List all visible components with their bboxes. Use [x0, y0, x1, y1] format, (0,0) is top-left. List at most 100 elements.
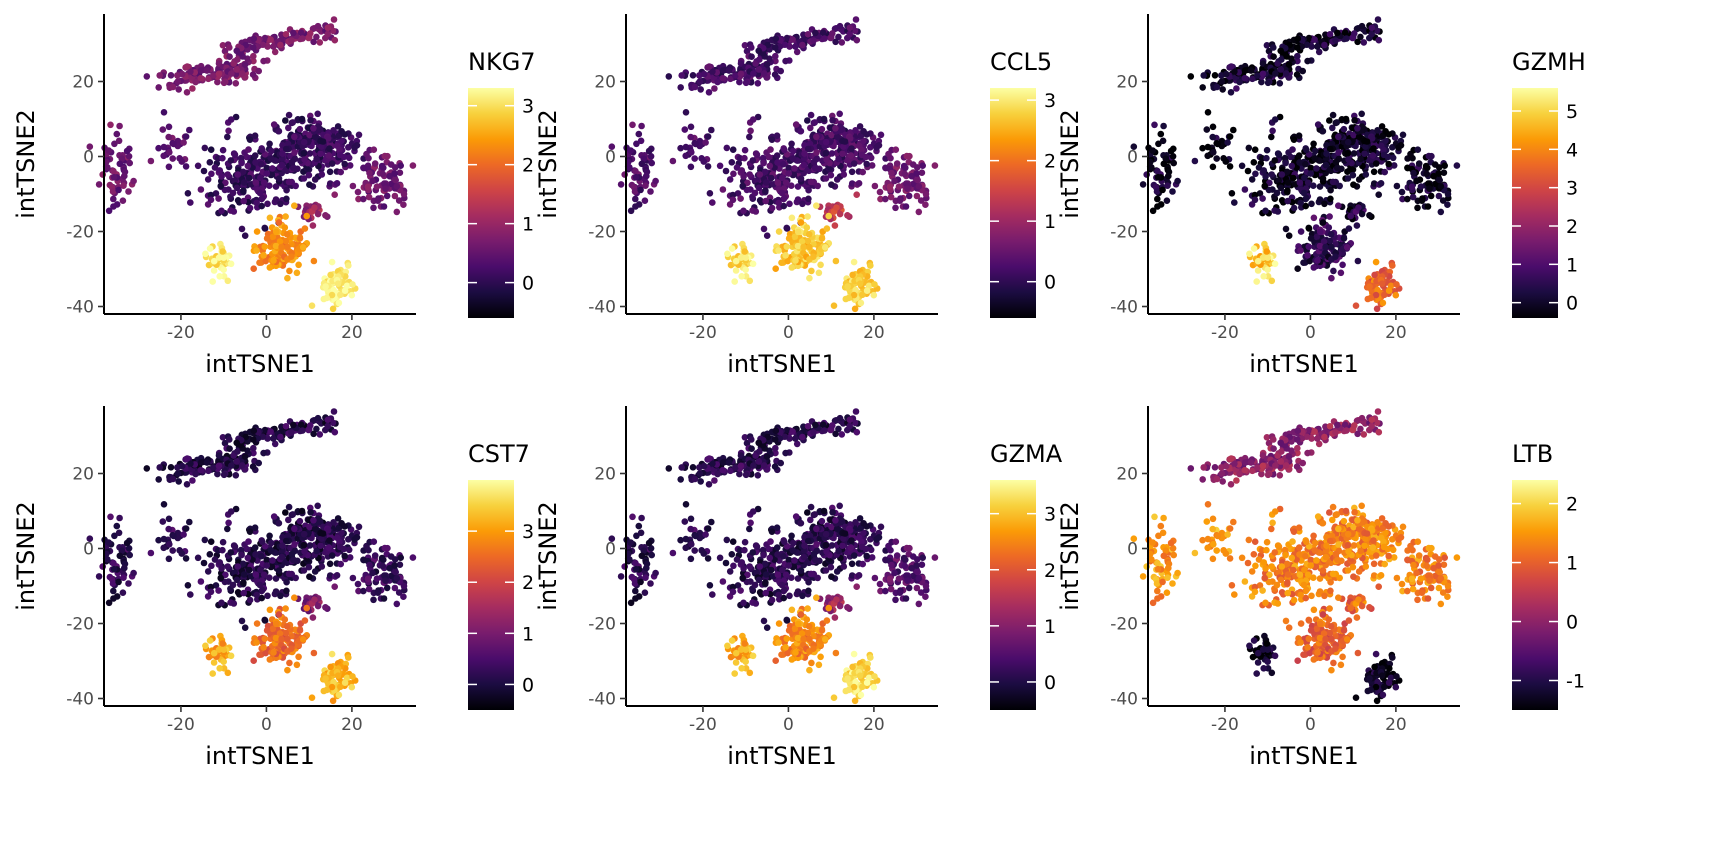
data-point	[180, 139, 187, 146]
data-point	[306, 131, 313, 139]
data-point	[719, 67, 727, 74]
data-point	[1397, 142, 1405, 149]
data-point	[1250, 159, 1258, 166]
data-point	[219, 538, 227, 546]
data-point	[845, 294, 853, 302]
y-tick-label: -40	[66, 690, 94, 710]
data-point	[1277, 47, 1284, 55]
data-point	[1228, 190, 1236, 197]
data-point	[334, 672, 342, 679]
data-point	[742, 79, 750, 87]
data-point	[1372, 291, 1380, 299]
data-point	[288, 158, 296, 166]
scatter-points	[608, 408, 939, 705]
data-point	[234, 589, 242, 596]
data-point	[291, 202, 298, 209]
data-point	[314, 22, 322, 30]
data-point	[1199, 144, 1206, 152]
data-point	[156, 464, 163, 471]
data-point	[217, 574, 224, 582]
data-point	[86, 535, 94, 542]
data-point	[896, 197, 904, 204]
y-tick-label: 20	[594, 73, 616, 93]
data-point	[165, 525, 172, 533]
data-point	[756, 197, 764, 204]
data-point	[1282, 70, 1290, 77]
data-point	[822, 149, 830, 157]
data-point	[805, 231, 813, 238]
data-point	[726, 176, 734, 183]
data-point	[234, 56, 241, 63]
data-point	[1305, 225, 1313, 232]
data-point	[227, 652, 235, 660]
data-point	[313, 425, 320, 433]
data-point	[119, 589, 127, 596]
data-point	[782, 252, 789, 259]
data-point	[400, 593, 407, 600]
data-point	[1159, 186, 1166, 194]
data-point	[1404, 164, 1411, 172]
data-point	[678, 464, 685, 471]
data-point	[284, 532, 292, 540]
data-point	[1226, 133, 1234, 140]
data-point	[110, 559, 117, 567]
data-point	[317, 542, 324, 549]
data-point	[224, 133, 231, 141]
data-point	[1227, 89, 1235, 96]
data-point	[288, 645, 295, 652]
data-point	[306, 150, 314, 157]
data-point	[631, 188, 639, 195]
data-point	[262, 649, 270, 657]
data-point	[767, 174, 775, 182]
data-point	[107, 513, 114, 521]
data-point	[1314, 257, 1321, 264]
data-point	[111, 140, 118, 148]
data-point	[353, 142, 361, 149]
data-point	[355, 131, 363, 139]
data-point	[341, 287, 349, 295]
data-point	[1260, 167, 1268, 174]
data-point	[293, 661, 301, 669]
data-point	[1380, 146, 1387, 154]
data-point	[1375, 191, 1382, 198]
data-point	[1325, 224, 1333, 231]
data-point	[1160, 160, 1168, 168]
data-point	[1275, 177, 1282, 184]
data-point	[396, 169, 404, 176]
data-point	[738, 167, 746, 174]
data-point	[234, 197, 242, 204]
data-point	[270, 649, 277, 656]
data-point	[1334, 29, 1341, 37]
data-point	[238, 551, 245, 559]
data-point	[665, 73, 673, 80]
data-point	[1351, 30, 1358, 37]
data-point	[165, 515, 173, 523]
data-point	[252, 551, 259, 558]
data-point	[189, 477, 196, 484]
data-point	[827, 124, 834, 132]
data-point	[882, 164, 889, 172]
data-point	[319, 530, 327, 537]
data-point	[207, 196, 215, 204]
data-point	[266, 532, 273, 540]
data-point	[335, 299, 343, 307]
data-point	[1363, 138, 1371, 145]
data-point	[1435, 164, 1443, 171]
data-point	[194, 554, 202, 562]
data-point	[1169, 188, 1176, 195]
data-point	[855, 180, 863, 187]
data-point	[337, 168, 345, 176]
data-point	[249, 44, 257, 51]
data-point	[270, 43, 277, 50]
data-point	[1302, 160, 1309, 168]
data-point	[1285, 232, 1293, 239]
data-point	[789, 36, 796, 43]
data-point	[1418, 197, 1426, 204]
data-point	[794, 228, 802, 236]
data-point	[1297, 228, 1305, 235]
data-point	[1441, 162, 1448, 169]
data-point	[369, 177, 376, 185]
data-point	[797, 175, 805, 182]
data-point	[838, 39, 846, 46]
data-point	[1209, 163, 1217, 171]
